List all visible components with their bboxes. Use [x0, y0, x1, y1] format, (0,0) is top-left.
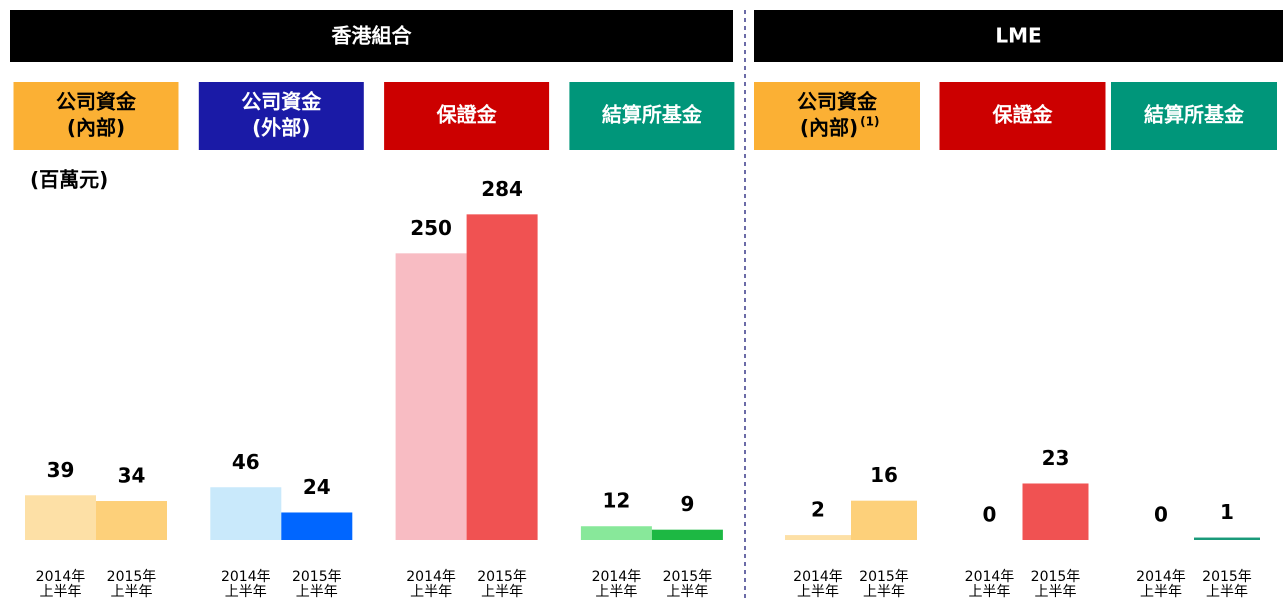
group-header	[754, 82, 920, 150]
value-label: 23	[1042, 446, 1070, 470]
value-label: 250	[410, 216, 452, 240]
x-tick-label: 上半年	[111, 584, 153, 600]
group-label: 公司資金	[241, 90, 322, 114]
bar	[1022, 483, 1089, 540]
x-tick-label: 2014年	[221, 569, 271, 585]
x-tick-label: 2015年	[477, 569, 527, 585]
panel-title: 香港組合	[332, 24, 413, 48]
value-label: 0	[983, 503, 997, 527]
group-header	[384, 82, 550, 150]
x-tick-label: 2014年	[1136, 569, 1186, 585]
group-label: (內部)	[800, 116, 858, 140]
group-label: 公司資金	[797, 90, 878, 114]
group-header	[13, 82, 179, 150]
bar	[466, 214, 538, 540]
value-label: 34	[118, 464, 146, 488]
group-header	[939, 82, 1106, 150]
value-label: 9	[680, 492, 694, 516]
x-tick-label: 上半年	[481, 584, 523, 600]
x-tick-label: 上半年	[225, 584, 267, 600]
group-header	[569, 82, 735, 150]
bar	[580, 526, 652, 540]
panel-header	[754, 10, 1283, 62]
value-label: 46	[232, 450, 260, 474]
x-tick-label: 2015年	[859, 569, 909, 585]
bar	[651, 529, 723, 540]
group-label: 公司資金	[56, 90, 137, 114]
x-tick-label: 上半年	[1206, 584, 1248, 600]
group-label: (外部)	[252, 116, 310, 140]
x-tick-label: 2014年	[793, 569, 843, 585]
x-tick-label: 上半年	[969, 584, 1011, 600]
x-tick-label: 上半年	[666, 584, 708, 600]
x-tick-label: 上半年	[40, 584, 82, 600]
value-label: 39	[47, 458, 75, 482]
x-tick-label: 2014年	[406, 569, 456, 585]
value-label: 2	[811, 498, 825, 522]
x-tick-label: 上半年	[296, 584, 338, 600]
value-label: 0	[1154, 503, 1168, 527]
group-label: 結算所基金	[602, 103, 703, 127]
x-tick-label: 2014年	[36, 569, 86, 585]
panel-header	[10, 10, 733, 62]
value-label: 284	[481, 177, 523, 201]
x-tick-label: 上半年	[1035, 584, 1077, 600]
x-tick-label: 2015年	[1031, 569, 1081, 585]
group-label: 結算所基金	[1144, 103, 1245, 127]
group-label: 保證金	[992, 103, 1054, 127]
value-label: 16	[870, 463, 898, 487]
value-label: 12	[602, 489, 630, 513]
unit-label: (百萬元)	[30, 168, 108, 192]
value-label: 1	[1220, 500, 1234, 524]
x-tick-label: 上半年	[797, 584, 839, 600]
value-label: 24	[303, 475, 331, 499]
footnote-ref: (1)	[860, 115, 879, 129]
x-tick-label: 2015年	[292, 569, 342, 585]
x-tick-label: 上半年	[595, 584, 637, 600]
bar	[25, 495, 96, 540]
bar	[281, 512, 353, 540]
x-tick-label: 上半年	[863, 584, 905, 600]
bar	[210, 487, 282, 540]
x-tick-label: 2015年	[1202, 569, 1252, 585]
bar	[96, 501, 167, 540]
group-header	[1111, 82, 1277, 150]
group-label: (內部)	[67, 116, 125, 140]
bar	[851, 500, 917, 540]
bar	[395, 253, 467, 541]
x-tick-label: 上半年	[1140, 584, 1182, 600]
x-tick-label: 2014年	[592, 569, 642, 585]
x-tick-label: 2015年	[107, 569, 157, 585]
x-tick-label: 2015年	[663, 569, 713, 585]
x-tick-label: 2014年	[965, 569, 1015, 585]
group-header	[198, 82, 364, 150]
x-tick-label: 上半年	[410, 584, 452, 600]
group-label: 保證金	[436, 103, 498, 127]
bar	[1194, 537, 1260, 540]
panel-title: LME	[995, 24, 1041, 48]
bar	[785, 535, 851, 540]
